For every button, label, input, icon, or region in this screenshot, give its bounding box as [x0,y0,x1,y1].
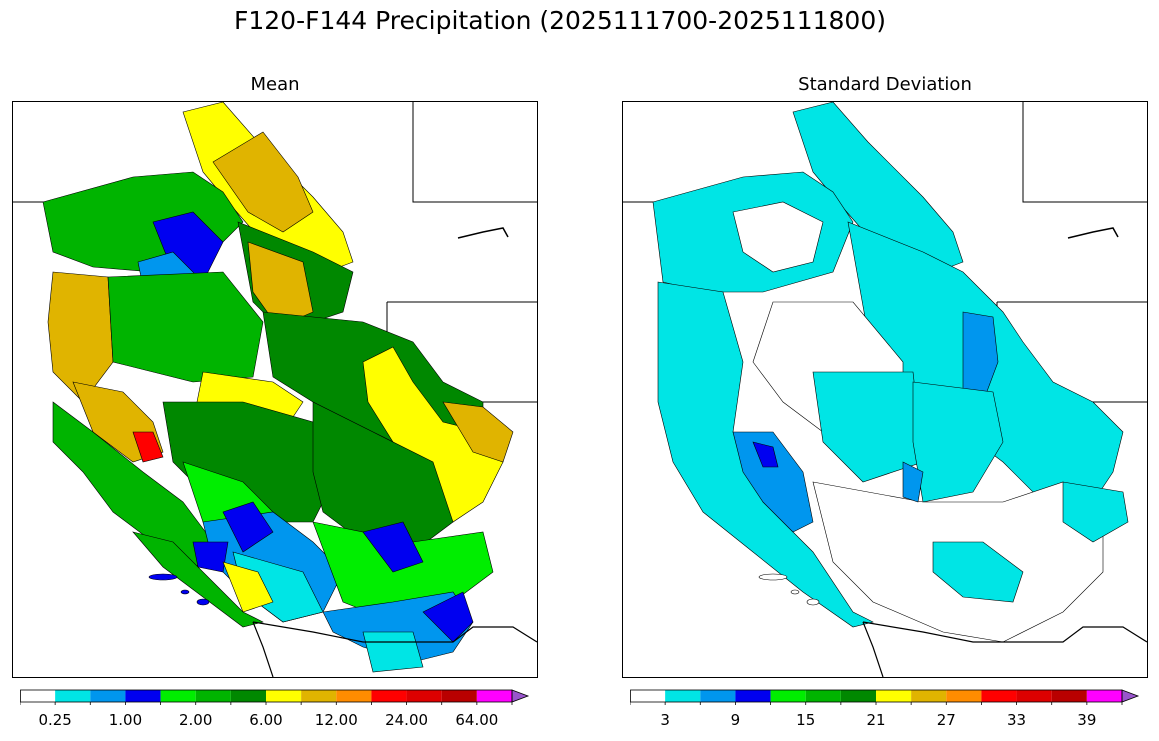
region-sierra-deepblue [752,441,779,468]
mexico-border [252,621,537,643]
colorbar-swatch [336,690,372,702]
colorbar-swatch [1086,690,1122,702]
colorbar-swatch [770,690,806,702]
region-deepblue-2 [192,541,229,573]
colorbar-swatch [981,690,1017,702]
mexico-border [862,621,1147,643]
region-ca-red [132,431,164,463]
region-az-deepblue [362,521,424,573]
region-colorado-gold [442,401,514,463]
region-ne-cyan [1062,481,1129,543]
baja-coast [862,621,884,677]
mean-colorbar-svg [19,689,530,705]
channel-islands [758,573,820,606]
lake-superior-fragment [457,227,509,239]
region-utah-cyan [912,381,1004,503]
region-northern-gold [212,131,314,233]
channel-islands [148,573,210,606]
stddev-colorbar-svg [629,689,1140,705]
baja-coast [252,621,274,677]
colorbar-swatch [266,690,302,702]
mean-map-svg [13,102,537,677]
colorbar-tick-label: 3 [660,711,670,729]
region-rockies-lightblue [962,311,999,403]
colorbar-extend-arrow [1121,689,1140,703]
colorbar-swatch [665,690,701,702]
colorbar-swatch [735,690,771,702]
colorbar-swatch [160,690,196,702]
colorbar-swatch [406,690,442,702]
region-oregon-coast-gold [47,271,114,403]
mean-colorbar [19,689,535,711]
panel-title-stddev: Standard Deviation [798,74,972,95]
colorbar-swatch [476,690,512,702]
colorbar-tick-label: 6.00 [249,711,283,729]
colorbar-tick-label: 27 [936,711,956,729]
colorbar-tick-label: 15 [796,711,816,729]
basin-regions [42,102,514,673]
region-coast-cyan [657,281,874,628]
colorbar-tick-label: 24.00 [385,711,429,729]
mean-map [12,101,538,678]
colorbar-swatch [195,690,231,702]
colorbar-tick-label: 2.00 [179,711,213,729]
lake-superior-fragment [1067,227,1119,239]
colorbar-swatch [1051,690,1087,702]
colorbar-swatch [125,690,161,702]
stddev-map [622,101,1148,678]
colorbar-swatch [805,690,841,702]
basin-regions [652,102,1129,643]
region-sierra-lightblue [732,431,814,533]
region-colorado-yellow [362,346,504,523]
figure-title: F120-F144 Precipitation (2025111700-2025… [233,6,886,35]
region-coast-yellow [222,561,274,613]
colorbar-swatch [301,690,337,702]
colorbar-tick-label: 12.00 [314,711,358,729]
region-deepblue-1 [222,501,274,553]
colorbar-tick-label: 1.00 [108,711,143,729]
colorbar-tick-label: 0.25 [38,711,72,729]
panel-title-mean: Mean [250,74,300,95]
colorbar-tick-label: 9 [730,711,741,729]
stddev-colorbar [629,689,1145,711]
colorbar-swatch [840,690,876,702]
colorbar-extend-arrow [511,689,530,703]
colorbar-tick-label: 64.00 [455,711,499,729]
colorbar-swatch [700,690,736,702]
colorbar-swatch [946,690,982,702]
colorbar-swatch [371,690,407,702]
region-sw-cyan [932,541,1024,603]
region-co-lightblue [902,461,924,503]
colorbar-swatch [55,690,91,702]
colorbar-swatch [90,690,126,702]
colorbar-swatch [441,690,477,702]
colorbar-swatch [876,690,912,702]
colorbar-swatch [20,690,56,702]
region-nevada-cyan [812,371,924,483]
colorbar-swatch [1016,690,1052,702]
colorbar-swatch [630,690,666,702]
region-south-cyan [362,631,424,673]
colorbar-swatch [911,690,947,702]
colorbar-tick-label: 21 [866,711,886,729]
region-ne-deepblue [422,591,474,643]
colorbar-swatch [230,690,266,702]
region-idaho-white [732,201,824,273]
region-oregon-interior [107,271,264,383]
stddev-map-svg [623,102,1147,677]
colorbar-tick-label: 39 [1077,711,1097,729]
colorbar-tick-label: 33 [1007,711,1027,729]
